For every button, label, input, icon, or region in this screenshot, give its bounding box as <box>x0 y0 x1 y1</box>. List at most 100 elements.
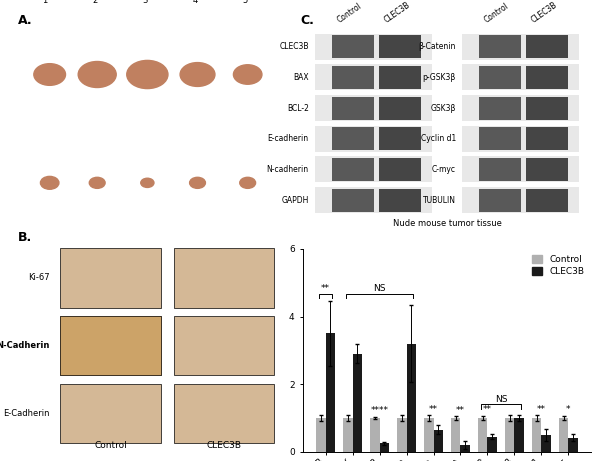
Text: BCL-2: BCL-2 <box>287 104 309 112</box>
Ellipse shape <box>34 64 65 85</box>
Text: E-cadherin: E-cadherin <box>268 135 309 143</box>
FancyBboxPatch shape <box>60 316 161 375</box>
Text: NS: NS <box>495 395 507 404</box>
Bar <box>407 343 416 452</box>
Ellipse shape <box>190 177 205 189</box>
Bar <box>526 96 568 119</box>
Text: p-GSK3β: p-GSK3β <box>422 73 456 82</box>
Bar <box>332 127 374 150</box>
Text: 3: 3 <box>142 0 148 5</box>
Text: GAPDH: GAPDH <box>281 196 309 205</box>
Ellipse shape <box>240 177 256 189</box>
Bar <box>526 66 568 89</box>
Bar <box>462 64 580 90</box>
Bar <box>460 445 470 452</box>
Text: CLEC3B: CLEC3B <box>382 0 412 25</box>
Text: B.: B. <box>18 230 32 243</box>
Text: GSK3β: GSK3β <box>430 104 456 112</box>
Bar <box>379 158 421 181</box>
Bar <box>505 418 514 452</box>
Text: N-Cadherin: N-Cadherin <box>0 341 50 350</box>
Ellipse shape <box>127 60 168 89</box>
Text: **: ** <box>429 405 438 414</box>
Bar <box>559 418 568 452</box>
Ellipse shape <box>141 178 154 188</box>
Ellipse shape <box>180 63 215 86</box>
Bar <box>479 66 521 89</box>
Text: CLEC3B: CLEC3B <box>529 0 559 25</box>
Bar <box>532 418 541 452</box>
Bar <box>379 96 421 119</box>
Ellipse shape <box>89 177 105 189</box>
Bar <box>462 126 580 152</box>
Bar <box>314 64 432 90</box>
Text: *: * <box>566 405 571 414</box>
FancyBboxPatch shape <box>174 384 274 443</box>
Bar <box>526 158 568 181</box>
Bar <box>314 95 432 121</box>
Bar <box>332 96 374 119</box>
Bar <box>451 418 460 452</box>
Text: 1: 1 <box>42 0 47 5</box>
Text: Ki-67: Ki-67 <box>28 273 50 283</box>
Bar <box>379 127 421 150</box>
Text: CLEC3B: CLEC3B <box>206 441 241 449</box>
Bar <box>479 35 521 58</box>
Bar <box>353 354 362 452</box>
Bar <box>314 34 432 59</box>
Text: **: ** <box>537 405 546 414</box>
FancyBboxPatch shape <box>60 248 161 307</box>
Bar <box>343 418 353 452</box>
FancyBboxPatch shape <box>60 316 161 375</box>
Text: Control: Control <box>336 1 364 25</box>
Bar <box>332 66 374 89</box>
Bar <box>479 96 521 119</box>
Bar <box>526 189 568 212</box>
Text: 2: 2 <box>92 0 97 5</box>
Bar <box>379 66 421 89</box>
Text: C-myc: C-myc <box>432 165 456 174</box>
Text: NS: NS <box>373 284 386 293</box>
Text: BAX: BAX <box>293 73 309 82</box>
Bar <box>541 435 551 452</box>
Ellipse shape <box>40 177 59 189</box>
Bar <box>526 35 568 58</box>
Text: N-cadherin: N-cadherin <box>266 165 309 174</box>
Bar <box>380 443 389 452</box>
Ellipse shape <box>233 65 262 84</box>
Bar <box>434 430 443 452</box>
Bar <box>479 158 521 181</box>
Bar <box>526 127 568 150</box>
Bar <box>479 127 521 150</box>
Bar <box>379 35 421 58</box>
Text: E-Cadherin: E-Cadherin <box>3 409 50 418</box>
Bar <box>568 437 578 452</box>
Ellipse shape <box>78 61 116 88</box>
Text: CLEC3B: CLEC3B <box>280 42 309 51</box>
Text: Control: Control <box>483 1 511 25</box>
Text: Control: Control <box>94 441 127 449</box>
Bar <box>314 126 432 152</box>
Bar <box>462 95 580 121</box>
Text: ****: **** <box>371 406 389 415</box>
Bar <box>514 418 524 452</box>
Bar <box>314 187 432 213</box>
Text: Cyclin d1: Cyclin d1 <box>421 135 456 143</box>
Bar <box>424 418 434 452</box>
Text: Nude mouse tumor tissue: Nude mouse tumor tissue <box>392 219 502 228</box>
Bar <box>478 418 487 452</box>
Text: 4: 4 <box>192 0 197 5</box>
Text: 5: 5 <box>242 0 248 5</box>
Bar <box>462 34 580 59</box>
Text: C.: C. <box>300 14 314 27</box>
Text: **: ** <box>456 406 465 414</box>
Legend: Control, CLEC3B: Control, CLEC3B <box>530 254 586 278</box>
FancyBboxPatch shape <box>174 248 274 307</box>
Bar <box>462 156 580 183</box>
Text: **: ** <box>321 284 330 293</box>
FancyBboxPatch shape <box>60 384 161 443</box>
Text: **: ** <box>483 405 492 414</box>
Text: TUBULIN: TUBULIN <box>423 196 456 205</box>
Bar <box>316 418 326 452</box>
Bar <box>326 333 335 452</box>
